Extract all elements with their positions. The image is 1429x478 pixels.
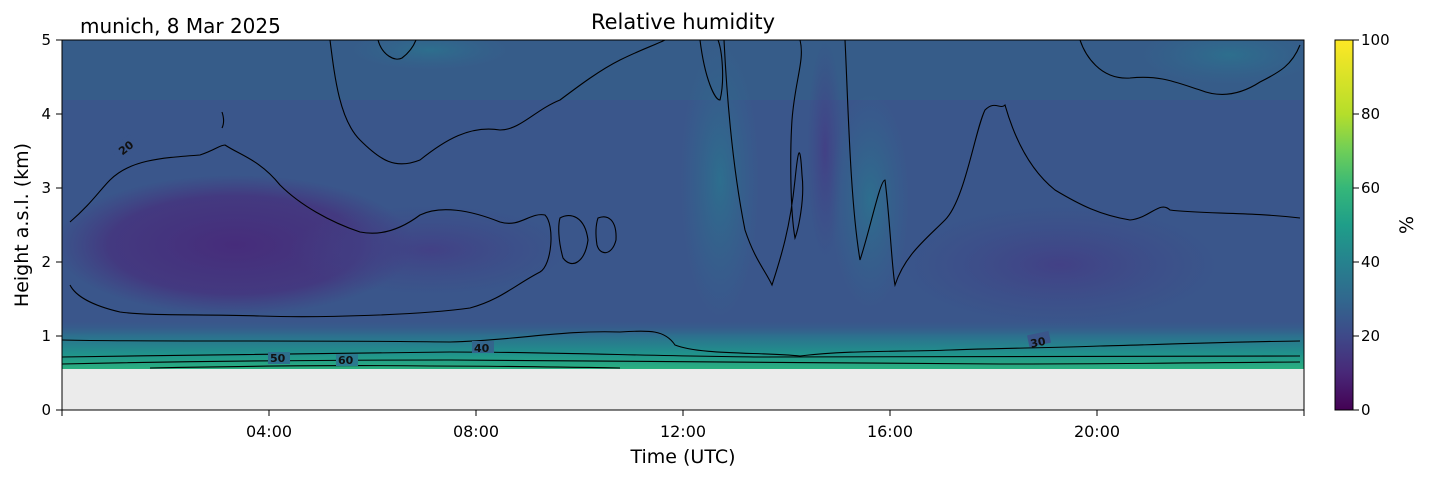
x-axis-label: Time (UTC) — [629, 446, 735, 468]
contour-30-col-a — [699, 40, 724, 101]
dry-layer-mid — [290, 205, 570, 295]
x-tick-label: 16:00 — [867, 422, 913, 441]
moist-top-right — [1140, 40, 1304, 85]
colorbar-tick-label: 20 — [1361, 327, 1380, 345]
humidity-field — [62, 40, 1304, 369]
x-tick-label: 08:00 — [453, 422, 499, 441]
contour-20 — [69, 144, 552, 318]
x-tick-label: 20:00 — [1074, 422, 1120, 441]
colorbar-tick-label: 80 — [1361, 105, 1380, 123]
contour-30-top-right — [1079, 40, 1301, 95]
colorbar — [1334, 39, 1354, 411]
contour-20-island-a — [558, 214, 589, 264]
y-tick-label: 5 — [41, 31, 51, 49]
contour-label-30: 30 — [1029, 335, 1047, 351]
colorbar-ticks: 0 20 40 60 80 100 — [1353, 31, 1390, 419]
contour-labels: 20 50 60 40 30 — [110, 134, 1052, 367]
contour-30-col-b — [723, 40, 804, 287]
contour-30-col-c — [844, 40, 1301, 288]
contour-30-lower — [62, 330, 1301, 357]
colorbar-tick-label: 100 — [1361, 31, 1390, 49]
colorbar-tick-label: 40 — [1361, 253, 1380, 271]
x-axis-ticks: 04:00 08:00 12:00 16:00 20:00 — [61, 410, 1305, 441]
contour-label-60: 60 — [338, 354, 354, 367]
dry-layer-late — [900, 205, 1220, 325]
contour-60 — [149, 365, 621, 369]
contour-30-upper — [329, 40, 666, 165]
y-axis-ticks: 0 1 2 3 4 5 — [41, 31, 62, 419]
contour-30-top-left — [377, 40, 417, 60]
contour-20-island-c — [221, 111, 225, 129]
y-tick-label: 1 — [41, 327, 51, 345]
location-date-label: munich, 8 Mar 2025 — [80, 14, 281, 38]
contour-label-40: 40 — [474, 342, 490, 355]
moist-top-left — [350, 40, 510, 70]
contour-label-50: 50 — [270, 352, 286, 365]
x-tick-label: 12:00 — [660, 422, 706, 441]
chart-title: Relative humidity — [591, 10, 775, 34]
field-upper-moist — [62, 40, 1304, 100]
y-tick-label: 0 — [41, 401, 51, 419]
colorbar-label: % — [1396, 216, 1418, 234]
x-tick-label: 04:00 — [246, 422, 292, 441]
y-tick-label: 3 — [41, 179, 51, 197]
y-axis-label: Height a.s.l. (km) — [11, 143, 33, 307]
y-tick-label: 2 — [41, 253, 51, 271]
colorbar-tick-label: 60 — [1361, 179, 1380, 197]
moist-column-1300 — [680, 40, 760, 320]
colorbar-tick-label: 0 — [1361, 401, 1371, 419]
y-tick-label: 4 — [41, 105, 51, 123]
contour-20-island-b — [595, 216, 617, 254]
